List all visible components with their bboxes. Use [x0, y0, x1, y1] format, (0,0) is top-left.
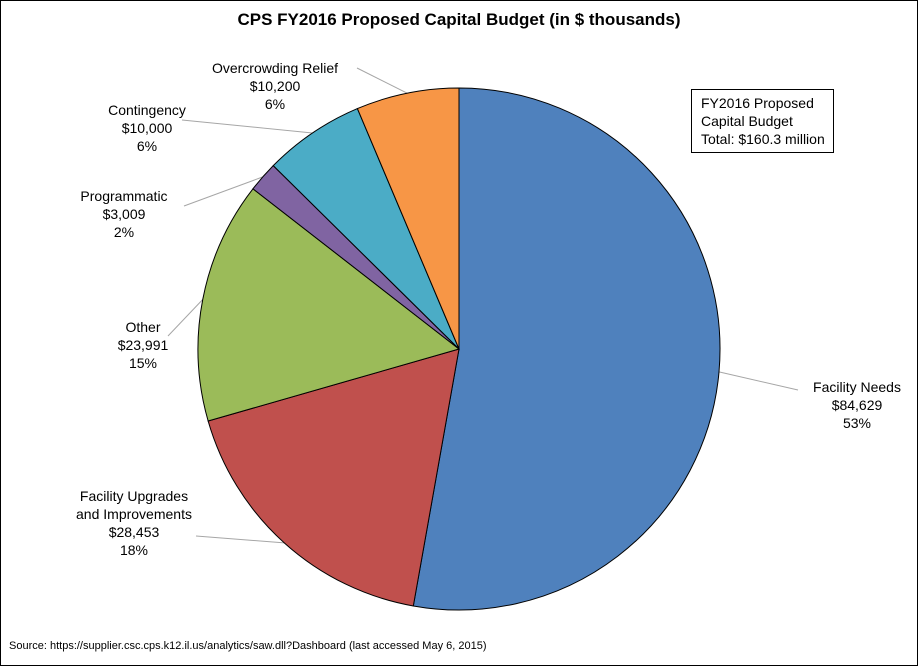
source-note: Source: https://supplier.csc.cps.k12.il.…	[9, 640, 487, 652]
leader-line-other	[167, 299, 204, 337]
leader-line-contingency	[181, 119, 313, 134]
slice-label-other: Other $23,991 15%	[103, 318, 183, 372]
slice-label-percent: 2%	[113, 224, 135, 240]
pie-slice-overcrowding-relief	[356, 87, 460, 350]
total-annotation-line: Capital Budget	[701, 113, 793, 129]
slice-label-percent: 6%	[264, 96, 286, 112]
slice-label-value: $84,629	[831, 397, 883, 413]
slice-label-percent: 18%	[119, 542, 149, 558]
slice-label-name-line2: and Improvements	[76, 506, 192, 522]
total-annotation-box: FY2016 Proposed Capital Budget Total: $1…	[691, 89, 834, 153]
pie-slice-facility-upgrades	[207, 348, 460, 607]
total-annotation-line: Total: $160.3 million	[701, 131, 825, 147]
slice-label-name: Facility Upgrades	[79, 488, 189, 504]
chart-title: CPS FY2016 Proposed Capital Budget (in $…	[237, 10, 681, 29]
slice-label-name: Overcrowding Relief	[211, 60, 339, 76]
slice-label-value: $10,200	[249, 78, 301, 94]
leader-lines	[167, 67, 799, 544]
slice-label-name: Facility Needs	[813, 379, 901, 395]
pie-slices	[197, 87, 721, 611]
slice-label-value: $23,991	[117, 337, 169, 353]
slice-label-facility-needs: Facility Needs $84,629 53%	[797, 378, 917, 432]
slice-label-facility-upgrades: Facility Upgrades and Improvements $28,4…	[54, 487, 214, 559]
slice-label-name: Programmatic	[80, 188, 168, 204]
slice-label-percent: 53%	[842, 415, 872, 431]
pie-slice-other	[197, 188, 461, 422]
slice-label-percent: 15%	[128, 355, 158, 371]
slice-label-value: $10,000	[121, 120, 173, 136]
slice-label-value: $3,009	[102, 206, 146, 222]
slice-label-name: Other	[125, 319, 161, 335]
total-annotation-line: FY2016 Proposed	[701, 95, 814, 111]
slice-label-value: $28,453	[108, 524, 160, 540]
leader-line-overcrowding-relief	[356, 67, 408, 94]
slice-label-name: Contingency	[108, 102, 186, 118]
leader-line-facility-upgrades	[195, 535, 285, 544]
slice-label-percent: 6%	[136, 138, 158, 154]
slice-label-programmatic: Programmatic $3,009 2%	[64, 187, 184, 241]
slice-label-overcrowding-relief: Overcrowding Relief $10,200 6%	[190, 59, 360, 113]
leader-line-facility-needs	[718, 371, 799, 391]
leader-line-programmatic	[183, 176, 263, 207]
pie-slice-facility-needs	[412, 87, 721, 611]
slice-label-contingency: Contingency $10,000 6%	[87, 101, 207, 155]
